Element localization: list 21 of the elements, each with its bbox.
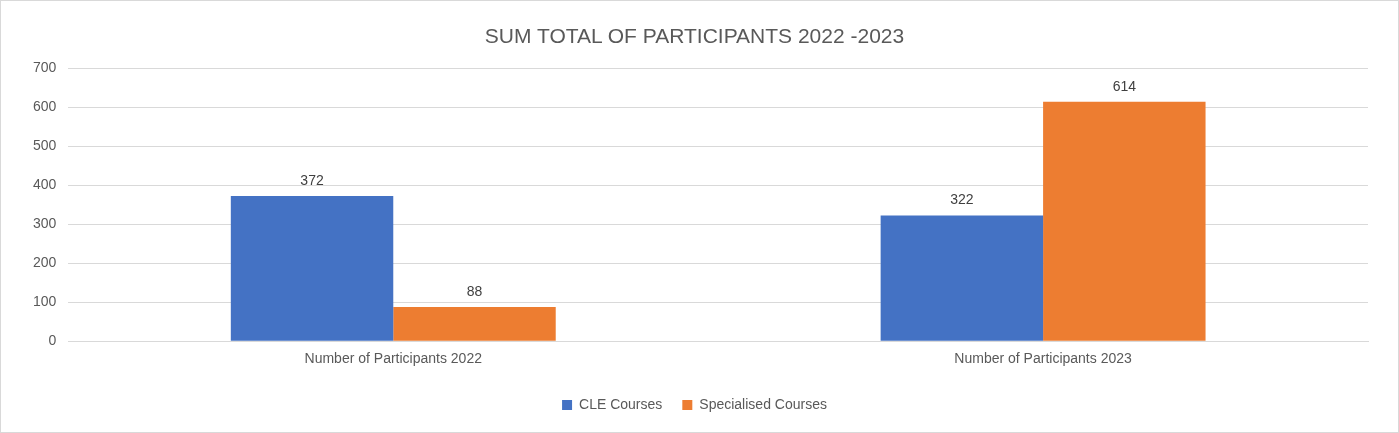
bar xyxy=(230,196,394,341)
y-tick-label: 500 xyxy=(33,137,57,154)
y-tick-label: 300 xyxy=(33,215,57,232)
y-tick-label: 0 xyxy=(48,332,57,349)
y-tick-label: 700 xyxy=(33,59,57,76)
y-tick-label: 600 xyxy=(33,98,57,115)
data-label: 372 xyxy=(300,171,324,188)
bar xyxy=(1043,101,1206,341)
legend-label: Specialised Courses xyxy=(699,395,827,412)
y-tick-label: 200 xyxy=(33,254,57,271)
data-label: 88 xyxy=(466,282,483,299)
chart-title: SUM TOTAL OF PARTICIPANTS 2022 -2023 xyxy=(484,24,905,48)
y-tick-label: 100 xyxy=(33,293,57,310)
y-tick-label: 400 xyxy=(33,176,57,193)
data-label: 614 xyxy=(1112,77,1137,94)
bar xyxy=(880,215,1044,341)
bar xyxy=(393,306,556,341)
x-tick-label: Number of Participants 2022 xyxy=(304,350,483,367)
legend-label: CLE Courses xyxy=(579,395,663,412)
x-tick-label: Number of Participants 2023 xyxy=(954,350,1133,367)
data-label: 322 xyxy=(950,191,974,208)
